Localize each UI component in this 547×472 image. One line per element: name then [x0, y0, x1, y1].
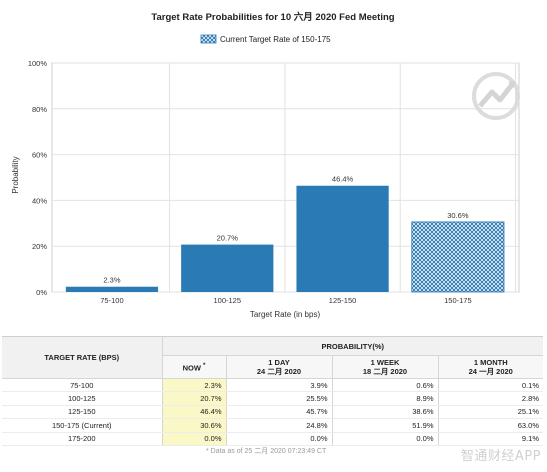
legend-swatch — [200, 34, 217, 44]
cell-1-day: 25.5% — [226, 391, 333, 406]
bar-value-label: 46.4% — [332, 175, 354, 184]
cell-now: 20.7% — [162, 391, 227, 406]
cell-1-week: 0.0% — [332, 432, 439, 446]
header-1-week: 1 WEEK 18 二月 2020 — [332, 355, 439, 379]
cell-rate: 100-125 — [2, 391, 163, 406]
bar-value-label: 20.7% — [217, 234, 239, 243]
watermark-text: 智通财经APP — [460, 449, 541, 464]
bars: 2.3% 20.7% 46.4% 30.6% — [65, 175, 505, 293]
header-1-month: 1 MONTH 24 一月 2020 — [438, 355, 543, 379]
cell-now: 2.3% — [162, 378, 227, 393]
cell-1-month: 25.1% — [438, 405, 543, 420]
x-axis-label: Target Rate (in bps) — [250, 310, 321, 319]
y-tick-label: 80% — [32, 105, 47, 114]
y-axis: 0% 20% 40% 60% 80% 100% — [28, 59, 48, 297]
bar — [181, 244, 274, 292]
x-tick-label: 150-175 — [444, 296, 472, 305]
chart-panel: Target Rate Probabilities for 10 六月 2020… — [11, 11, 520, 319]
y-tick-label: 60% — [32, 151, 47, 160]
chart-title: Target Rate Probabilities for 10 六月 2020… — [151, 11, 394, 23]
table-row: 100-125 20.7% 25.5% 8.9% 2.8% — [2, 391, 543, 406]
bar-chart: Target Rate Probabilities for 10 六月 2020… — [11, 11, 520, 319]
cell-1-week: 8.9% — [332, 391, 439, 406]
legend-label: Current Target Rate of 150-175 — [220, 35, 331, 44]
probability-table: TARGET RATE (BPS) PROBABILITY(%) NOW * 1… — [2, 336, 543, 457]
cell-rate: 125-150 — [2, 405, 163, 420]
cell-now: 30.6% — [162, 418, 227, 433]
header-target-rate: TARGET RATE (BPS) — [2, 337, 163, 379]
cell-1-day: 0.0% — [226, 432, 333, 446]
x-tick-label: 125-150 — [329, 296, 357, 305]
header-probability: PROBABILITY(%) — [162, 337, 543, 356]
cell-now: 46.4% — [162, 405, 227, 420]
x-tick-label: 100-125 — [214, 296, 242, 305]
cell-rate: 175-200 — [2, 432, 163, 446]
y-axis-label: Probability — [11, 156, 20, 193]
bar — [65, 286, 159, 292]
cell-1-day: 3.9% — [226, 378, 333, 393]
bar-value-label: 30.6% — [447, 211, 469, 220]
y-tick-label: 20% — [32, 242, 47, 251]
cell-1-month: 2.8% — [438, 391, 543, 406]
cell-1-day: 45.7% — [226, 405, 333, 420]
table-row: 150-175 (Current) 30.6% 24.8% 51.9% 63.0… — [2, 418, 543, 433]
y-tick-label: 0% — [36, 288, 47, 297]
table-row: 175-200 0.0% 0.0% 0.0% 9.1% — [2, 432, 543, 446]
cell-rate: 150-175 (Current) — [2, 418, 163, 433]
data-timestamp-note: * Data as of 25 二月 2020 07:23:49 CT — [206, 448, 327, 456]
header-now-mark: * — [203, 362, 206, 370]
cell-1-week: 38.6% — [332, 405, 439, 420]
cell-1-week: 0.6% — [332, 378, 439, 393]
cell-rate: 75-100 — [2, 378, 163, 393]
cell-1-week: 51.9% — [332, 418, 439, 433]
cell-1-month: 0.1% — [438, 378, 543, 393]
bar — [411, 221, 505, 293]
y-tick-label: 100% — [28, 59, 48, 68]
cell-now: 0.0% — [162, 432, 227, 446]
legend[interactable]: Current Target Rate of 150-175 — [200, 34, 331, 44]
table-row: 75-100 2.3% 3.9% 0.6% 0.1% — [2, 378, 543, 393]
cell-1-month: 63.0% — [438, 418, 543, 433]
header-1-day: 1 DAY 24 二月 2020 — [226, 355, 333, 379]
y-tick-label: 40% — [32, 196, 47, 205]
bar — [296, 185, 389, 292]
table-row: 125-150 46.4% 45.7% 38.6% 25.1% — [2, 405, 543, 420]
header-now: NOW * — [162, 355, 227, 379]
logo-icon — [472, 72, 520, 120]
x-tick-label: 75-100 — [100, 296, 123, 305]
x-axis: 75-100 100-125 125-150 150-175 — [100, 296, 471, 305]
bar-value-label: 2.3% — [103, 276, 120, 285]
cell-1-month: 9.1% — [438, 432, 543, 446]
cell-1-day: 24.8% — [226, 418, 333, 433]
